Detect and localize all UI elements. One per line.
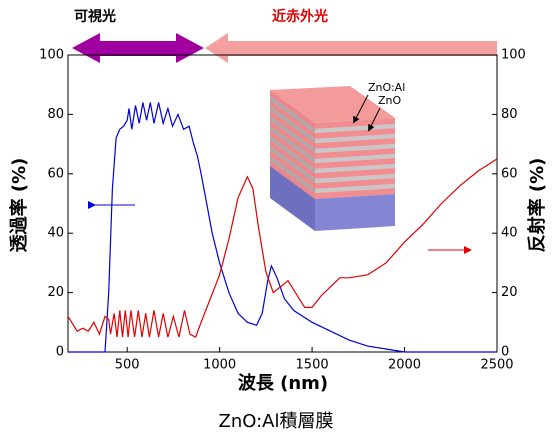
layer [315, 164, 395, 173]
x-tick-label: 2000 [388, 358, 421, 373]
layer [315, 124, 395, 133]
y2-tick-label: 20 [501, 285, 518, 300]
annotation: 近赤外光 [272, 8, 328, 25]
layer [270, 96, 315, 133]
annotation: ZnO:Al [368, 81, 405, 94]
layer [315, 134, 395, 143]
layer [270, 90, 315, 129]
layer [315, 184, 395, 193]
layer [315, 138, 395, 149]
layer [270, 136, 315, 173]
y2-tick-label: 100 [501, 48, 526, 63]
y-tick-label: 40 [47, 226, 64, 241]
layer [270, 130, 315, 169]
x-tick-label: 2500 [480, 358, 513, 373]
y2-tick-label: 0 [501, 345, 509, 360]
y-tick-label: 100 [39, 48, 64, 63]
y-tick-label: 60 [47, 166, 64, 181]
nir-arrow [205, 33, 497, 63]
layer [270, 166, 315, 231]
y2-tick-label: 40 [501, 226, 518, 241]
x-tick-label: 1000 [203, 358, 236, 373]
layer [315, 128, 395, 139]
y-axis-label: 透過率 (%) [8, 158, 30, 253]
layer [270, 120, 315, 159]
layer [315, 194, 395, 231]
layer [315, 154, 395, 163]
y-tick-label: 0 [56, 345, 64, 360]
y2-tick-label: 60 [501, 166, 518, 181]
layer [270, 140, 315, 179]
visible-arrow [72, 33, 204, 63]
data-line [68, 102, 497, 353]
layer [270, 126, 315, 163]
chart-title: ZnO:Al積層膜 [219, 411, 334, 432]
data-line [67, 158, 498, 338]
x-axis-label: 波長 (nm) [238, 372, 328, 394]
layer [315, 188, 395, 199]
layer [270, 160, 315, 199]
layer [315, 168, 395, 179]
annotation: ZnO [378, 94, 402, 107]
x-tick-label: 1500 [296, 358, 329, 373]
layer [315, 178, 395, 189]
layer [270, 86, 395, 123]
layer [315, 148, 395, 159]
layer [270, 156, 315, 193]
plot-frame [67, 54, 498, 353]
layer [270, 150, 315, 189]
layer [270, 110, 315, 149]
x-tick-label: 500 [115, 358, 140, 373]
layer [315, 144, 395, 153]
pointer [368, 107, 381, 132]
layer-stack [270, 86, 395, 231]
y-tick-label: 20 [47, 285, 64, 300]
annotation: 可視光 [74, 8, 116, 25]
layer [315, 174, 395, 183]
layer [270, 146, 315, 183]
layer [270, 116, 315, 153]
y2-axis-label: 反射率 (%) [526, 158, 548, 253]
layer [270, 106, 315, 143]
layer [270, 100, 315, 139]
y-tick-label: 80 [47, 107, 64, 122]
pointer [353, 94, 369, 124]
y2-tick-label: 80 [501, 107, 518, 122]
layer [315, 158, 395, 169]
